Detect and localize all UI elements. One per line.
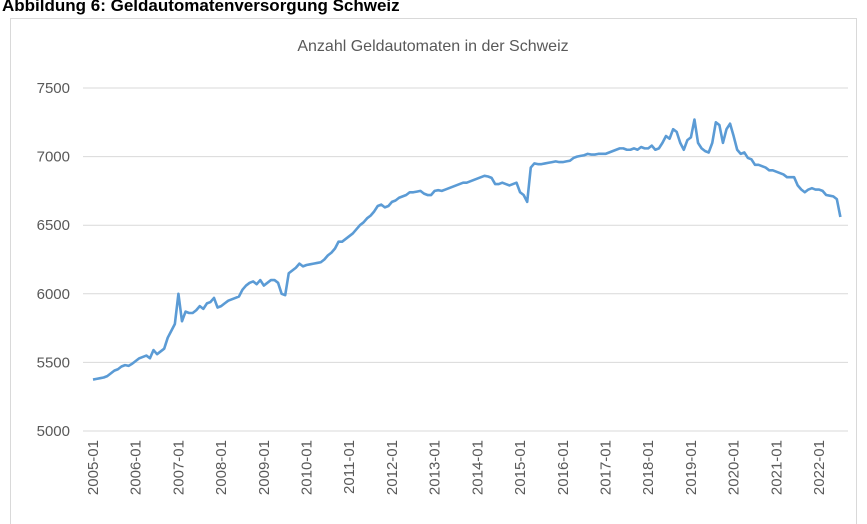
x-tick-label: 2010-01 bbox=[299, 440, 316, 495]
y-tick-label: 6000 bbox=[37, 286, 70, 303]
heading: Abbildung 6: Geldautomatenversorgung Sch… bbox=[2, 0, 400, 15]
x-tick-label: 2014-01 bbox=[469, 440, 486, 495]
x-tick-label: 2008-01 bbox=[213, 440, 230, 495]
x-tick-label: 2011-01 bbox=[341, 440, 358, 494]
x-tick-label: 2005-01 bbox=[85, 440, 102, 495]
x-tick-label: 2007-01 bbox=[170, 440, 187, 495]
x-tick-label: 2022-01 bbox=[811, 440, 828, 495]
x-tick-label: 2016-01 bbox=[555, 440, 572, 495]
x-tick-label: 2020-01 bbox=[726, 440, 743, 495]
x-tick-label: 2021-01 bbox=[768, 440, 785, 495]
x-tick-label: 2009-01 bbox=[256, 440, 273, 495]
chart-title: Anzahl Geldautomaten in der Schweiz bbox=[297, 38, 568, 55]
x-tick-label: 2012-01 bbox=[384, 440, 401, 495]
y-tick-label: 5500 bbox=[37, 354, 70, 371]
y-tick-label: 7500 bbox=[37, 80, 70, 97]
data-line bbox=[92, 118, 842, 381]
x-tick-label: 2013-01 bbox=[427, 440, 444, 495]
x-tick-label: 2017-01 bbox=[597, 440, 614, 495]
y-tick-label: 6500 bbox=[37, 217, 70, 234]
chart-border bbox=[10, 18, 857, 524]
y-tick-label: 5000 bbox=[37, 423, 70, 440]
x-tick-label: 2019-01 bbox=[683, 440, 700, 495]
x-tick-label: 2006-01 bbox=[128, 440, 145, 495]
y-tick-label: 7000 bbox=[37, 149, 70, 166]
x-tick-label: 2018-01 bbox=[640, 440, 657, 495]
x-tick-label: 2015-01 bbox=[512, 440, 529, 495]
